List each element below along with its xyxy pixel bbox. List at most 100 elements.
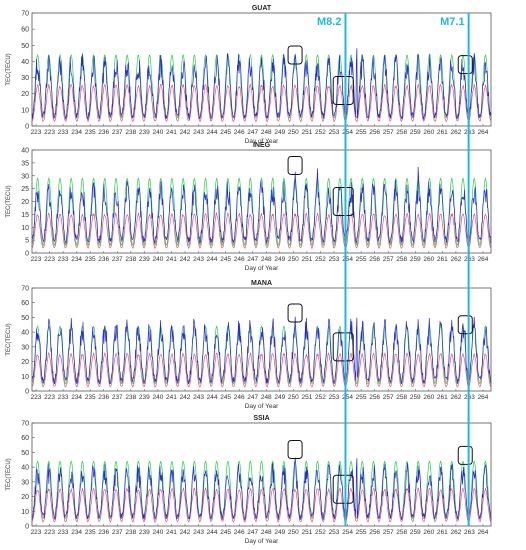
x-tick-label: 234 [71, 394, 82, 401]
x-tick-label: 238 [125, 256, 136, 263]
x-tick-label: 223 [44, 129, 55, 136]
x-tick-label: 261 [437, 129, 448, 136]
x-tick-label: 240 [152, 529, 163, 536]
x-tick-label: 254 [342, 394, 353, 401]
x-tick-label: 241 [166, 394, 177, 401]
x-tick-label: 260 [423, 529, 434, 536]
x-tick-label: 263 [464, 256, 475, 263]
x-tick-label: 235 [85, 529, 96, 536]
anomaly-box [332, 75, 354, 105]
x-tick-label: 261 [437, 529, 448, 536]
x-tick-label: 238 [125, 129, 136, 136]
x-tick-label: 252 [315, 256, 326, 263]
x-tick-label: 233 [58, 129, 69, 136]
x-tick-label: 237 [112, 129, 123, 136]
x-tick-label: 260 [423, 394, 434, 401]
x-tick-label: 257 [383, 529, 394, 536]
x-tick-label: 264 [478, 394, 489, 401]
y-tick-label: 5 [25, 238, 29, 245]
y-tick-label: 40 [21, 59, 29, 66]
x-tick-label: 233 [58, 256, 69, 263]
x-tick-label: 239 [139, 129, 150, 136]
x-tick-label: 259 [410, 256, 421, 263]
x-tick-label: 257 [383, 394, 394, 401]
x-tick-label: 256 [369, 394, 380, 401]
x-axis-label: Day of Year [245, 538, 279, 545]
y-tick-label: 20 [21, 494, 29, 501]
x-tick-label: 240 [152, 129, 163, 136]
x-tick-label: 223 [44, 256, 55, 263]
x-tick-label: 248 [261, 256, 272, 263]
x-tick-label: 255 [356, 529, 367, 536]
x-tick-label: 252 [315, 129, 326, 136]
panel-title: GUAT [252, 5, 272, 12]
x-tick-label: 223 [31, 129, 42, 136]
x-tick-label: 249 [274, 529, 285, 536]
x-tick-label: 247 [247, 129, 258, 136]
x-tick-label: 258 [396, 129, 407, 136]
anomaly-box [332, 474, 354, 504]
x-tick-label: 260 [423, 256, 434, 263]
x-tick-label: 253 [329, 394, 340, 401]
y-tick-label: 30 [21, 479, 29, 486]
x-tick-label: 238 [125, 529, 136, 536]
x-tick-label: 258 [396, 394, 407, 401]
x-axis-label: Day of Year [245, 265, 279, 272]
x-tick-label: 250 [288, 129, 299, 136]
x-tick-label: 239 [139, 256, 150, 263]
lower-bound-series [31, 352, 492, 388]
x-tick-label: 242 [180, 256, 191, 263]
x-tick-label: 244 [207, 129, 218, 136]
x-tick-label: 239 [139, 394, 150, 401]
x-tick-label: 244 [207, 256, 218, 263]
x-tick-label: 223 [44, 394, 55, 401]
x-tick-label: 234 [71, 256, 82, 263]
y-tick-label: 30 [21, 75, 29, 82]
x-tick-label: 244 [207, 529, 218, 536]
x-tick-label: 235 [85, 256, 96, 263]
x-tick-label: 261 [437, 256, 448, 263]
y-tick-label: 10 [21, 374, 29, 381]
panel-title: MANA [251, 280, 272, 287]
x-tick-label: 262 [450, 529, 461, 536]
x-tick-label: 255 [356, 256, 367, 263]
x-tick-label: 249 [274, 394, 285, 401]
x-tick-label: 262 [450, 394, 461, 401]
x-tick-label: 263 [464, 529, 475, 536]
plot-frame [31, 149, 492, 254]
x-tick-label: 233 [58, 529, 69, 536]
x-tick-label: 253 [329, 129, 340, 136]
x-tick-label: 242 [180, 529, 191, 536]
y-tick-label: 40 [21, 148, 29, 155]
y-tick-label: 20 [21, 91, 29, 98]
x-tick-label: 247 [247, 529, 258, 536]
y-tick-label: 70 [21, 286, 29, 293]
anomaly-box [457, 315, 473, 335]
x-tick-label: 253 [329, 529, 340, 536]
x-tick-label: 236 [98, 394, 109, 401]
anomaly-box [457, 445, 473, 465]
y-tick-label: 0 [25, 524, 29, 531]
x-tick-label: 254 [342, 129, 353, 136]
x-tick-label: 234 [71, 529, 82, 536]
y-tick-label: 60 [21, 435, 29, 442]
y-tick-label: 70 [21, 11, 29, 18]
x-tick-label: 256 [369, 129, 380, 136]
x-tick-label: 246 [234, 394, 245, 401]
y-tick-label: 50 [21, 450, 29, 457]
x-tick-label: 250 [288, 394, 299, 401]
y-tick-label: 40 [21, 330, 29, 337]
x-tick-label: 264 [478, 256, 489, 263]
y-tick-label: 10 [21, 107, 29, 114]
anomaly-box [287, 155, 303, 175]
x-tick-label: 237 [112, 394, 123, 401]
x-tick-label: 251 [301, 394, 312, 401]
x-tick-label: 250 [288, 256, 299, 263]
event-label: M8.2 [317, 16, 341, 28]
x-tick-label: 262 [450, 129, 461, 136]
anomaly-box [332, 187, 354, 216]
observed-series [31, 457, 492, 521]
x-tick-label: 246 [234, 529, 245, 536]
y-tick-label: 10 [21, 509, 29, 516]
